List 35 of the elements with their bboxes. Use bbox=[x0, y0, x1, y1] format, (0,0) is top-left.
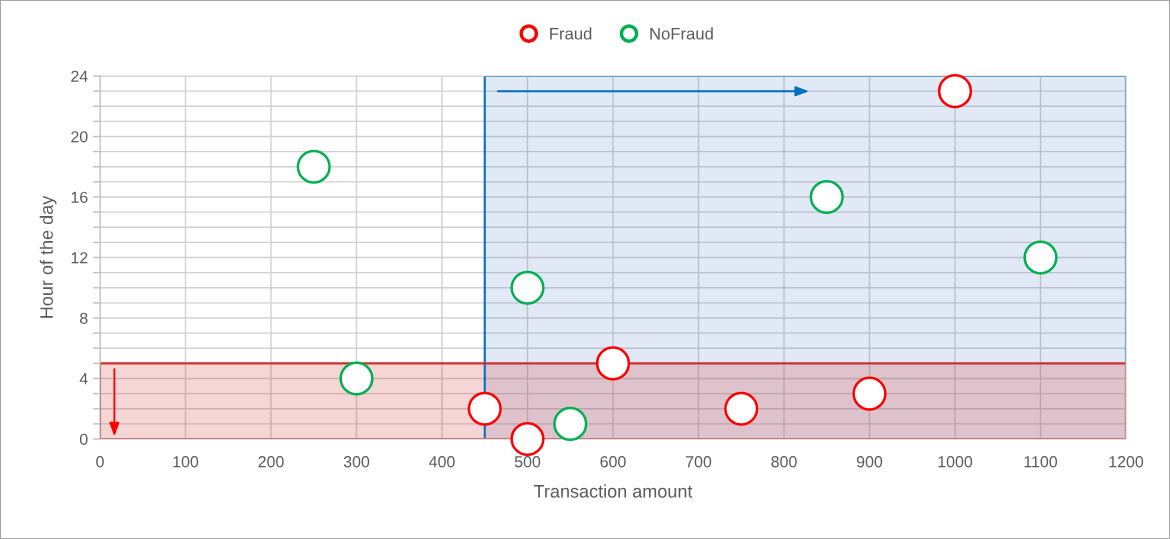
point bbox=[510, 421, 545, 457]
y-tick-label: 0 bbox=[79, 433, 88, 445]
point bbox=[339, 361, 374, 396]
point bbox=[852, 376, 887, 411]
point bbox=[510, 270, 545, 305]
legend-label: NoFraud bbox=[650, 27, 713, 40]
point bbox=[595, 346, 631, 381]
y-tick-label: 20 bbox=[71, 131, 88, 143]
x-tick-label: 200 bbox=[258, 456, 284, 468]
x-tick-label: 700 bbox=[686, 456, 712, 468]
point bbox=[1023, 240, 1058, 275]
x-tick-label: 1200 bbox=[1109, 456, 1144, 468]
x-tick-label: 0 bbox=[96, 456, 104, 468]
x-tick-label: 1100 bbox=[1024, 456, 1058, 468]
y-tick-label: 24 bbox=[71, 70, 88, 82]
y-tick-label: 16 bbox=[71, 191, 88, 203]
y-tick-label: 12 bbox=[71, 252, 88, 264]
x-tick-label: 900 bbox=[856, 456, 883, 468]
point bbox=[724, 391, 759, 426]
point bbox=[553, 406, 588, 441]
point bbox=[467, 391, 502, 426]
x-tick-label: 100 bbox=[173, 456, 199, 468]
legend-label: Fraud bbox=[550, 27, 592, 40]
x-tick-label: 400 bbox=[429, 456, 455, 468]
x-tick-label: 300 bbox=[343, 456, 370, 468]
y-axis-title: Hour of the day bbox=[39, 195, 57, 318]
x-tick-label: 600 bbox=[600, 456, 626, 468]
x-tick-label: 1000 bbox=[938, 456, 973, 468]
x-tick-label: 500 bbox=[514, 456, 541, 468]
point bbox=[809, 179, 844, 215]
x-tick-label: 800 bbox=[771, 456, 797, 468]
y-tick-label: 8 bbox=[80, 312, 88, 324]
point bbox=[937, 74, 973, 109]
y-tick-label: 4 bbox=[79, 373, 88, 385]
x-axis-title: Transaction amount bbox=[533, 484, 693, 498]
